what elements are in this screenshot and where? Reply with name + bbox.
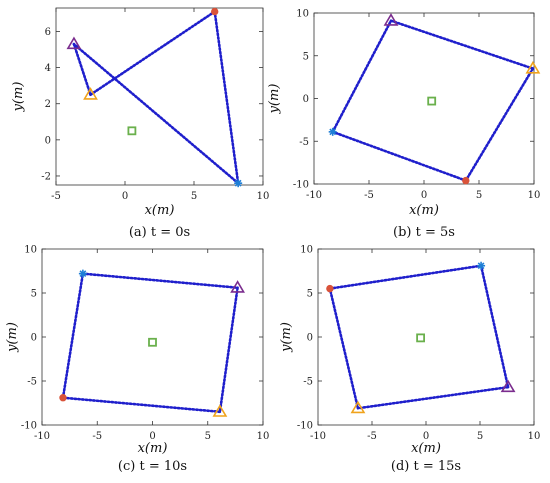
formation-edge [328, 287, 360, 410]
y-axis-label: y(m) [5, 322, 20, 353]
y-tick-label: 6 [45, 27, 51, 38]
y-tick-label: 5 [303, 51, 309, 62]
y-tick-label: -5 [27, 377, 37, 388]
x-tick-label: 0 [423, 431, 429, 442]
star-ray [234, 179, 242, 187]
agent-star-marker [477, 261, 486, 270]
plot-frame [313, 12, 535, 185]
y-tick-label: 0 [45, 135, 51, 146]
agent-triangle-marker [500, 379, 516, 393]
formation-edge [479, 264, 510, 389]
x-axis-label: x(m) [411, 441, 441, 456]
x-tick-label: 0 [149, 431, 155, 442]
x-tick-label: -5 [367, 431, 377, 442]
formation-edge [72, 42, 240, 185]
agent-circle-marker [59, 394, 67, 402]
y-tick-label: 2 [45, 99, 51, 110]
agent-triangle-marker [350, 400, 366, 414]
y-tick-label: 0 [31, 333, 37, 344]
y-axis-label: y(m) [279, 322, 294, 353]
agent-star-marker [234, 179, 243, 188]
y-tick-label: 5 [31, 289, 37, 300]
x-axis-label: x(m) [409, 203, 439, 218]
y-tick-label: 0 [303, 94, 309, 105]
target-marker [148, 337, 157, 347]
x-tick-label: 10 [528, 431, 541, 442]
target-marker [427, 96, 437, 106]
agent-triangle-marker [230, 280, 245, 293]
x-tick-label: -5 [51, 191, 61, 202]
x-tick-label: 5 [191, 191, 197, 202]
formation-edge [218, 286, 239, 414]
formation-edge [61, 272, 85, 400]
star-ray [329, 128, 337, 136]
y-tick-label: 10 [296, 9, 309, 20]
agent-triangle-marker [525, 60, 541, 74]
y-axis-label: y(m) [267, 84, 282, 115]
formation-edge [328, 264, 483, 290]
y-tick-label: -10 [297, 421, 313, 432]
y-axis-label: y(m) [11, 82, 26, 113]
x-tick-label: 10 [257, 431, 270, 442]
subplot-caption: (a) t = 0s [129, 225, 190, 240]
subplot-caption: (c) t = 10s [118, 459, 187, 474]
y-tick-label: -10 [293, 180, 309, 191]
formation-edge [331, 19, 393, 134]
formation-edge [331, 130, 468, 182]
target-marker [416, 333, 426, 343]
x-tick-label: -5 [364, 190, 374, 201]
subplot-2: -10 -5 0 5 10 -10 -5 0 5 10 x(m) y(m) (b) t = 5s [267, 9, 540, 241]
x-tick-label: -5 [92, 431, 102, 442]
formation-edge [61, 396, 222, 414]
y-tick-label: -2 [41, 171, 51, 182]
star-ray [79, 270, 87, 278]
x-tick-label: 10 [528, 190, 541, 201]
subplot-1: -5 0 5 10 -2 0 2 4 6 x(m) y(m) (a) t = 0s [11, 7, 270, 240]
agent-star-marker [328, 127, 337, 136]
agent-circle-marker [211, 7, 219, 16]
formation-edge [356, 385, 510, 410]
y-tick-label: -5 [303, 377, 313, 388]
agent-circle-marker [462, 176, 470, 185]
x-tick-label: 0 [421, 190, 427, 201]
x-tick-label: -10 [34, 431, 50, 442]
x-axis-label: x(m) [145, 203, 175, 218]
agent-triangle-marker [212, 404, 228, 417]
plot-frame [41, 248, 264, 426]
x-tick-label: 5 [476, 190, 482, 201]
subplot-4: -10 -5 0 5 10 -10 -5 0 5 10 x(m) y(m) (d) t = 15s [279, 245, 540, 475]
y-tick-label: 10 [300, 245, 313, 256]
y-tick-label: 0 [307, 333, 313, 344]
x-tick-label: 5 [477, 431, 483, 442]
formation-edge [464, 67, 535, 182]
plot-frame [55, 7, 264, 186]
y-tick-label: -5 [299, 137, 309, 148]
y-tick-label: 4 [45, 63, 51, 74]
y-tick-label: 5 [307, 289, 313, 300]
x-tick-label: 10 [257, 191, 270, 202]
subplot-caption: (b) t = 5s [393, 225, 455, 240]
x-axis-label: x(m) [138, 441, 168, 456]
agent-star-marker [78, 269, 87, 278]
x-tick-label: 0 [122, 191, 128, 202]
star-ray [477, 262, 485, 270]
agent-circle-marker [326, 284, 334, 293]
x-tick-label: -10 [306, 190, 322, 201]
formation-edge [72, 42, 92, 96]
x-tick-label: -10 [310, 431, 326, 442]
y-tick-label: 10 [24, 245, 37, 256]
subplot-3: -10 -5 0 5 10 -10 -5 0 5 10 x(m) y(m) (c) t = 10s [5, 245, 269, 475]
formation-edge [389, 19, 535, 70]
formation-edge [81, 272, 239, 290]
formation-edge [213, 10, 240, 185]
subplot-caption: (d) t = 15s [391, 459, 461, 474]
x-tick-label: 5 [205, 431, 211, 442]
agent-triangle-marker [383, 13, 399, 26]
agent-triangle-marker [66, 36, 82, 50]
formation-edge [89, 10, 216, 96]
agent-triangle-marker [83, 87, 98, 100]
y-tick-label: -10 [21, 421, 37, 432]
target-marker [127, 126, 137, 136]
